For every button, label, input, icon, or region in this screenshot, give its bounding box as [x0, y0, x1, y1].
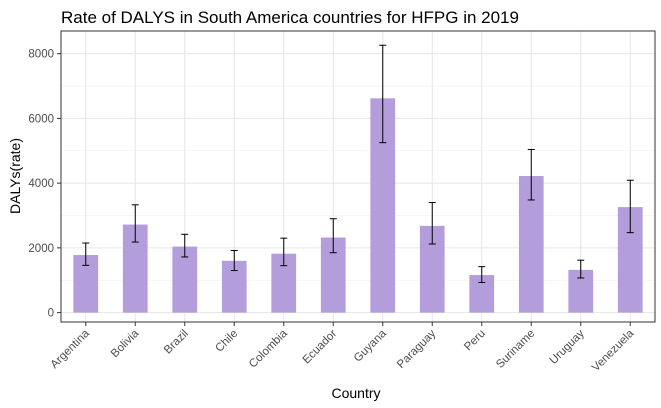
y-tick-label: 8000 [28, 49, 54, 61]
x-tick-label: Guyana [352, 327, 389, 364]
x-axis-title: Country [331, 385, 380, 401]
x-tick-label: Uruguay [548, 327, 587, 366]
y-axis: 0 2000 4000 6000 8000 [28, 49, 61, 320]
x-tick-label: Chile [213, 328, 240, 355]
error-bars [82, 44, 634, 284]
y-tick-label: 6000 [28, 113, 54, 125]
x-tick-label: Peru [462, 328, 488, 354]
y-tick-label: 4000 [28, 178, 54, 190]
plot-border [60, 30, 656, 323]
x-axis: Argentina Bolivia Brazil Chile Colombia Ecuad… [49, 322, 637, 374]
plot-panel [60, 30, 656, 323]
bars [73, 98, 643, 313]
bar [172, 246, 198, 313]
y-tick-label: 2000 [28, 243, 54, 255]
x-tick-label: Suriname [494, 328, 537, 371]
x-tick-label: Colombia [247, 327, 290, 370]
y-axis-title: DALYs(rate) [7, 138, 23, 214]
chart-title: Rate of DALYS in South America countries… [61, 8, 519, 27]
x-tick-label: Paraguay [395, 327, 438, 370]
y-tick-label: 0 [48, 308, 54, 320]
x-tick-label: Bolivia [109, 327, 142, 360]
x-tick-label: Ecuador [301, 328, 340, 367]
x-tick-label: Argentina [49, 327, 93, 371]
x-tick-label: Brazil [162, 328, 191, 357]
x-tick-label: Venezuela [590, 327, 637, 374]
